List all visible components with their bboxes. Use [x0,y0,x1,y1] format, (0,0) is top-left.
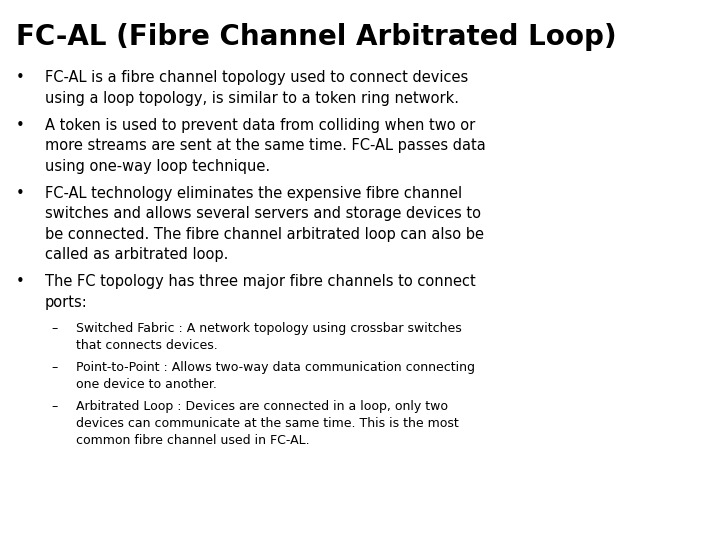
Text: called as arbitrated loop.: called as arbitrated loop. [45,247,228,262]
Text: •: • [16,274,24,289]
Text: –: – [52,400,58,413]
Text: using one-way loop technique.: using one-way loop technique. [45,159,270,174]
Text: ports:: ports: [45,295,87,310]
Text: The FC topology has three major fibre channels to connect: The FC topology has three major fibre ch… [45,274,475,289]
Text: FC-AL technology eliminates the expensive fibre channel: FC-AL technology eliminates the expensiv… [45,186,462,201]
Text: be connected. The fibre channel arbitrated loop can also be: be connected. The fibre channel arbitrat… [45,227,484,242]
Text: using a loop topology, is similar to a token ring network.: using a loop topology, is similar to a t… [45,91,459,106]
Text: that connects devices.: that connects devices. [76,339,217,352]
Text: FC-AL (Fibre Channel Arbitrated Loop): FC-AL (Fibre Channel Arbitrated Loop) [16,23,616,51]
Text: –: – [52,361,58,374]
Text: Point-to-Point : Allows two-way data communication connecting: Point-to-Point : Allows two-way data com… [76,361,474,374]
Text: devices can communicate at the same time. This is the most: devices can communicate at the same time… [76,417,459,430]
Text: •: • [16,70,24,85]
Text: –: – [52,322,58,335]
Text: FC-AL is a fibre channel topology used to connect devices: FC-AL is a fibre channel topology used t… [45,70,468,85]
Text: common fibre channel used in FC-AL.: common fibre channel used in FC-AL. [76,434,309,447]
Text: •: • [16,186,24,201]
Text: A token is used to prevent data from colliding when two or: A token is used to prevent data from col… [45,118,475,133]
Text: more streams are sent at the same time. FC-AL passes data: more streams are sent at the same time. … [45,138,485,153]
Text: switches and allows several servers and storage devices to: switches and allows several servers and … [45,206,481,221]
Text: •: • [16,118,24,133]
Text: Arbitrated Loop : Devices are connected in a loop, only two: Arbitrated Loop : Devices are connected … [76,400,448,413]
Text: Switched Fabric : A network topology using crossbar switches: Switched Fabric : A network topology usi… [76,322,462,335]
Text: one device to another.: one device to another. [76,378,217,391]
